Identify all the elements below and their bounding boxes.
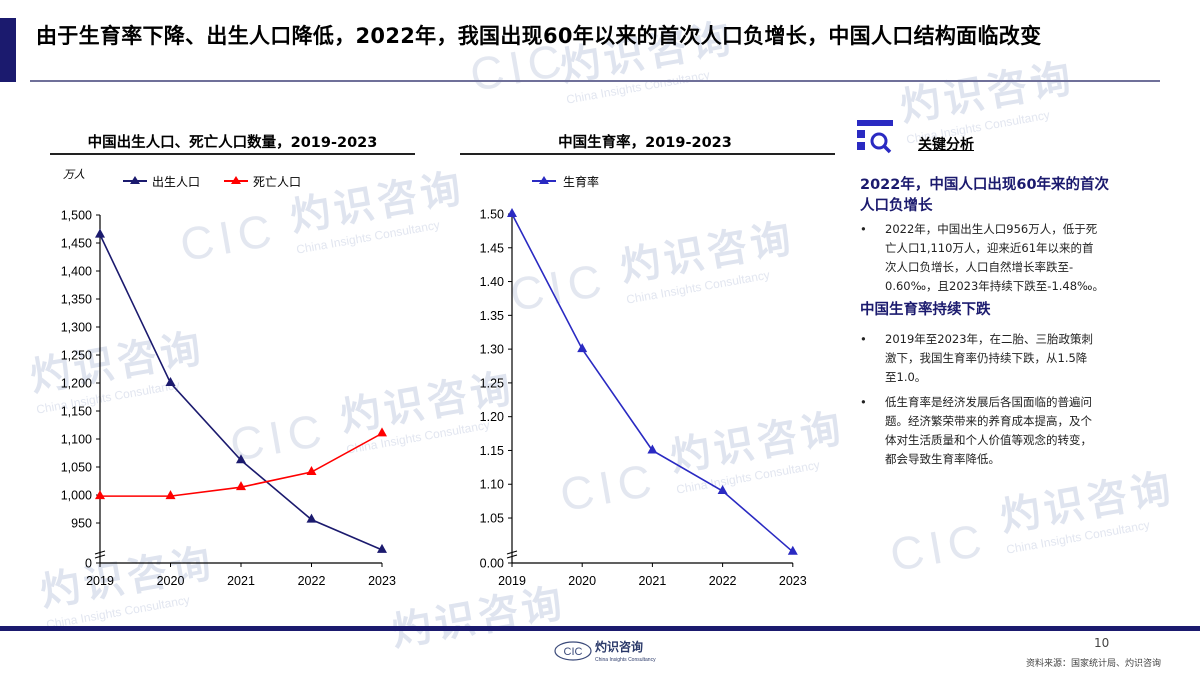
company-logo: CIC 灼识咨询 China Insights Consultancy	[554, 639, 656, 663]
x-tick-label: 2022	[709, 574, 737, 588]
chart2-title: 中国生育率，2019-2023	[558, 135, 732, 151]
triangle-marker-icon	[236, 481, 246, 491]
triangle-marker-icon	[507, 208, 517, 217]
chart2-title-rule	[460, 153, 835, 155]
footer-bar	[0, 626, 1200, 631]
x-tick-label: 2019	[86, 574, 114, 588]
analysis-title: 关键分析	[918, 137, 974, 153]
chart1-axes: 0 950 1,000 1,050 1,100 1,150 1,200 1,250 1,300 1…	[61, 209, 396, 589]
source-note: 资料来源：国家统计局、灼识咨询	[1026, 659, 1162, 669]
page-title: 由于生育率下降、出生人口降低，2022年，我国出现60年以来的首次人口负增长，中…	[36, 24, 1042, 48]
watermark: 灼识咨询 China Insights Consultancy	[996, 466, 1178, 557]
y-tick-label: 0.00	[480, 557, 504, 571]
y-tick-label: 1,200	[61, 377, 92, 391]
y-tick-label: 950	[71, 517, 92, 531]
triangle-marker-icon	[306, 466, 317, 476]
x-tick-label: 2019	[498, 574, 526, 588]
triangle-marker-icon	[717, 484, 728, 494]
x-tick-label: 2023	[368, 574, 396, 588]
chart1-title-rule	[50, 153, 415, 155]
bullet-icon: •	[860, 332, 867, 346]
svg-text:出生人口: 出生人口	[152, 175, 200, 189]
x-tick-label: 2020	[157, 574, 185, 588]
series-line	[99, 234, 383, 551]
logo-en-text: China Insights Consultancy	[595, 657, 656, 663]
chart2-series	[507, 208, 798, 555]
triangle-marker-icon	[236, 454, 246, 464]
triangle-marker-icon	[95, 228, 105, 238]
triangle-marker-icon	[377, 543, 387, 553]
y-tick-label: 1,050	[61, 461, 92, 475]
bullet-icon: •	[860, 222, 867, 236]
series-line	[511, 213, 794, 553]
y-tick-label: 1.40	[480, 275, 504, 289]
y-tick-label: 1.10	[480, 478, 504, 492]
analysis-heading-2: 中国生育率持续下跌	[860, 302, 991, 318]
page-number: 10	[1094, 636, 1110, 650]
logo-cic-text: CIC	[564, 646, 583, 658]
births-deaths-chart: 万人 出生人口 死亡人口 0 950 1,000 1,050 1,100 1,150 1,2…	[61, 168, 396, 589]
triangle-marker-icon	[377, 427, 387, 437]
fertility-rate-chart: 生育率 0.00 1.05 1.10 1.15 1.20 1.25 1.30 1.35 1.40…	[480, 174, 807, 589]
analysis-search-icon	[857, 120, 893, 154]
triangle-marker-icon	[647, 444, 658, 454]
y-tick-label: 1.20	[480, 410, 504, 424]
y-tick-label: 1,000	[61, 489, 92, 503]
triangle-marker-icon	[231, 176, 241, 184]
x-tick-label: 2021	[227, 574, 255, 588]
legend-births: 出生人口	[123, 175, 200, 189]
accent-bar	[0, 18, 16, 82]
title-divider	[30, 80, 1160, 82]
y-tick-label: 0	[85, 557, 92, 571]
y-unit-label: 万人	[63, 168, 85, 181]
y-tick-label: 1,300	[61, 321, 92, 335]
legend-fertility: 生育率	[532, 174, 599, 189]
svg-text:死亡人口: 死亡人口	[253, 175, 301, 189]
bullet-icon: •	[860, 395, 867, 409]
svg-text:生育率: 生育率	[563, 174, 599, 189]
y-tick-label: 1.15	[480, 444, 504, 458]
y-tick-label: 1.30	[480, 343, 504, 357]
chart2-axes: 0.00 1.05 1.10 1.15 1.20 1.25 1.30 1.35 1.40 1.45…	[480, 208, 807, 589]
chart1-title: 中国出生人口、死亡人口数量，2019-2023	[87, 135, 378, 151]
y-tick-label: 1,500	[61, 209, 92, 223]
watermark: 灼识咨询 China Insights Consultancy	[896, 56, 1078, 147]
x-tick-label: 2022	[298, 574, 326, 588]
y-tick-label: 1,450	[61, 237, 92, 251]
analysis-heading-1: 2022年，中国人口出现60年来的首次 人口负增长	[860, 177, 1110, 214]
triangle-marker-icon	[165, 490, 176, 500]
y-tick-label: 1.50	[480, 208, 504, 222]
triangle-marker-icon	[539, 176, 549, 184]
y-tick-label: 1,250	[61, 349, 92, 363]
triangle-marker-icon	[165, 377, 176, 386]
watermark: CIC	[886, 512, 992, 582]
y-tick-label: 1.45	[480, 241, 504, 255]
y-tick-label: 1,350	[61, 293, 92, 307]
x-tick-label: 2023	[779, 574, 807, 588]
triangle-marker-icon	[787, 545, 798, 555]
triangle-marker-icon	[306, 513, 317, 523]
logo-cn-text: 灼识咨询	[595, 639, 643, 654]
triangle-marker-icon	[95, 490, 105, 500]
y-tick-label: 1,150	[61, 405, 92, 419]
triangle-marker-icon	[130, 176, 140, 184]
chart1-series	[95, 228, 387, 553]
y-tick-label: 1.05	[480, 512, 504, 526]
triangle-marker-icon	[577, 343, 588, 353]
y-tick-label: 1,400	[61, 265, 92, 279]
legend-deaths: 死亡人口	[224, 175, 301, 189]
y-tick-label: 1.35	[480, 309, 504, 323]
x-tick-label: 2020	[568, 574, 596, 588]
x-tick-label: 2021	[638, 574, 666, 588]
y-tick-label: 1.25	[480, 376, 504, 390]
y-tick-label: 1,100	[61, 433, 92, 447]
